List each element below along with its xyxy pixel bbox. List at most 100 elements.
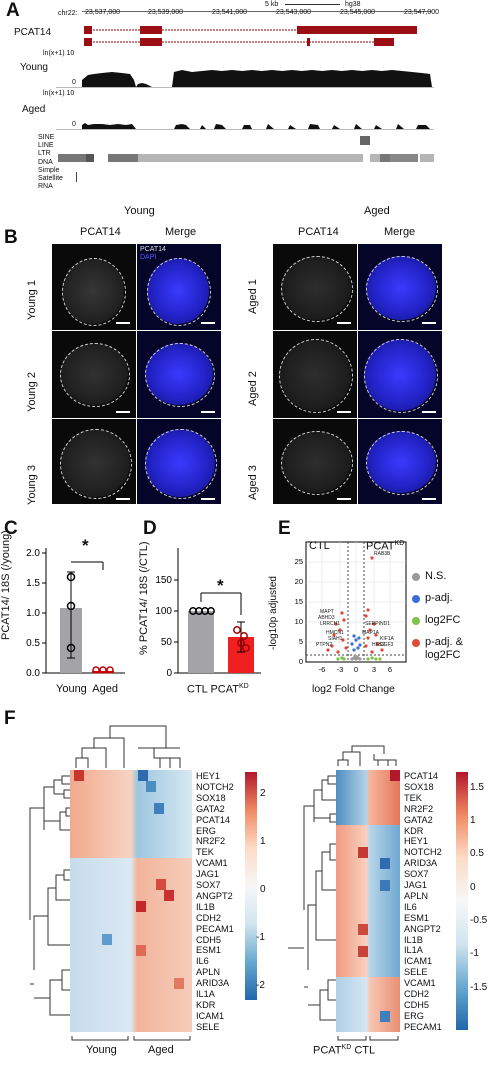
e-legend: N.S. p-adj. log2FC p-adj. & log2FC <box>412 570 498 666</box>
d-ytick-0: 0 <box>166 668 172 679</box>
repeat-dna: DNA <box>38 158 53 166</box>
aged1-merge-image <box>358 244 442 330</box>
panel-d-sig: * <box>217 576 224 595</box>
repeat-sine: SINE <box>38 134 55 141</box>
e-ann-kif1a: KIF1A <box>380 636 395 642</box>
young-axis-label: ln(x+1) 10 <box>43 50 75 57</box>
c-ytick-3: 1.5 <box>26 578 40 589</box>
col-young-merge: Merge <box>165 226 197 238</box>
right-gene-4: NR2F2 <box>404 803 434 814</box>
coord-3: 23,541,000 <box>212 9 248 16</box>
panel-d-ylabel: % PCAT14/ 18S (/CTL) <box>138 541 150 656</box>
c-ytick-0: 0.0 <box>26 668 40 679</box>
panel-c-xlabel: Young Aged <box>56 683 118 695</box>
right-heatmap-cells <box>336 770 400 1032</box>
right-gene-19: SELE <box>404 967 428 978</box>
panel-e-ctl: CTL <box>309 540 330 552</box>
row-aged-3: Aged 3 <box>247 465 259 500</box>
left-gene-8: TEK <box>196 847 214 858</box>
left-gene-9: VCAM1 <box>196 858 228 869</box>
e-xtick-1: -3 <box>337 665 344 674</box>
e-points-green <box>336 656 382 661</box>
young1-pcat-image <box>52 244 136 330</box>
c-ytick-1: 0.5 <box>26 638 40 649</box>
e-ann-rab3b: RAB3B <box>374 551 391 557</box>
repeat-satellite: Satellite <box>38 175 63 183</box>
e-ytick-1: 5 <box>299 637 303 646</box>
right-gene-20: VCAM1 <box>404 978 436 989</box>
e-ann-hmcn1: HMCN1 <box>326 630 344 636</box>
e-xtick-4: 6 <box>388 665 392 674</box>
young1-merge-image: PCAT14 DAPI <box>137 244 221 330</box>
e-ytick-5: 25 <box>295 557 303 566</box>
panel-d-chart: 0 50 100 150 <box>156 548 261 679</box>
col-aged-pcat: PCAT14 <box>298 226 339 238</box>
right-group-kd: PCAT <box>313 1044 342 1057</box>
left-gene-21: IL1A <box>196 989 215 999</box>
right-gene-24: PECAM1 <box>404 1021 442 1032</box>
legend-pcat: PCAT14 <box>140 246 166 253</box>
panel-b-letter: B <box>4 227 18 248</box>
left-row-dendrogram <box>29 775 72 1016</box>
e-ann-abhd3: ABHD3 <box>318 615 335 621</box>
e-points-red <box>326 556 384 654</box>
d-ytick-3: 150 <box>156 575 172 586</box>
d-bar-ctl <box>188 611 214 673</box>
left-group-young: Young <box>86 1044 117 1056</box>
right-gene-3: TEK <box>404 792 422 803</box>
e-xtick-3: 3 <box>372 665 376 674</box>
row-aged-2: Aged 2 <box>247 371 259 406</box>
col-young-pcat: PCAT14 <box>80 226 121 238</box>
repeat-rna: RNA <box>38 183 53 191</box>
right-gene-22: CDH5 <box>404 999 430 1010</box>
col-aged-merge: Merge <box>384 226 416 238</box>
left-colorbar <box>245 772 257 1000</box>
d-xlabel-kd: PCAT <box>210 683 239 696</box>
left-scale-2: 2 <box>260 788 266 799</box>
young2-pcat-image <box>52 331 136 418</box>
left-group-aged: Aged <box>148 1044 174 1056</box>
left-gene-4: GATA2 <box>196 803 225 814</box>
coord-5: 23,545,000 <box>340 9 376 16</box>
gene-track-label: PCAT14 <box>14 27 52 38</box>
panel-c-ylabel: PCAT14/ 18S (/young) <box>0 530 12 640</box>
left-gene-23: ICAM1 <box>196 1010 225 1021</box>
left-gene-18: IL6 <box>196 956 209 967</box>
e-ann-lrrch1: LRRCH1 <box>320 621 340 627</box>
panel-c-chart: 0.0 0.5 1.0 1.5 2.0 <box>26 548 125 679</box>
left-scale-labels: 2 1 0 -1 -2 <box>256 772 280 1002</box>
e-kd-sup: KD <box>394 540 405 547</box>
e-ylabel-text: -log10p adjusted <box>268 576 279 650</box>
right-gene-17: IL1A <box>404 945 423 956</box>
left-group-brackets <box>71 1036 191 1041</box>
left-gene-list: HEY1 NOTCH2 SOX18 GATA2 PCAT14 ERG NR2F2… <box>196 771 246 1033</box>
aged-zero: 0 <box>72 121 76 128</box>
panel-d-xlabel: CTL PCATKD <box>187 683 249 696</box>
track-divider-2 <box>56 129 434 130</box>
right-scale-1: 1 <box>470 815 476 826</box>
right-gene-10: SOX7 <box>404 869 429 880</box>
e-ytick-0: 0 <box>299 657 303 666</box>
e-ytick-4: 20 <box>295 577 303 586</box>
c-ytick-2: 1.0 <box>26 608 40 619</box>
panel-c-sig: * <box>82 536 89 555</box>
right-gene-7: HEY1 <box>404 836 429 847</box>
panel-d-letter: D <box>143 518 157 539</box>
panel-a-letter: A <box>6 0 20 21</box>
coord-4: 23,543,000 <box>276 9 312 16</box>
left-gene-17: ESM1 <box>196 945 222 956</box>
right-gene-11: JAG1 <box>404 880 427 890</box>
left-gene-5: PCAT14 <box>196 814 231 825</box>
right-gene-6: KDR <box>404 825 424 836</box>
right-gene-5: GATA2 <box>404 814 433 825</box>
right-heatmap <box>336 770 400 1032</box>
row-aged-1: Aged 1 <box>247 279 259 314</box>
row-young-2: Young 2 <box>26 372 38 412</box>
right-col-dendrogram <box>337 745 397 766</box>
aged3-merge-image <box>358 419 442 504</box>
right-gene-9: ARID3A <box>404 858 438 869</box>
d-xlabel-ctl: CTL <box>187 683 208 696</box>
young3-pcat-image <box>52 419 136 504</box>
d-xlabel-kd-sup: KD <box>238 683 249 690</box>
young-track-label: Young <box>20 62 48 73</box>
